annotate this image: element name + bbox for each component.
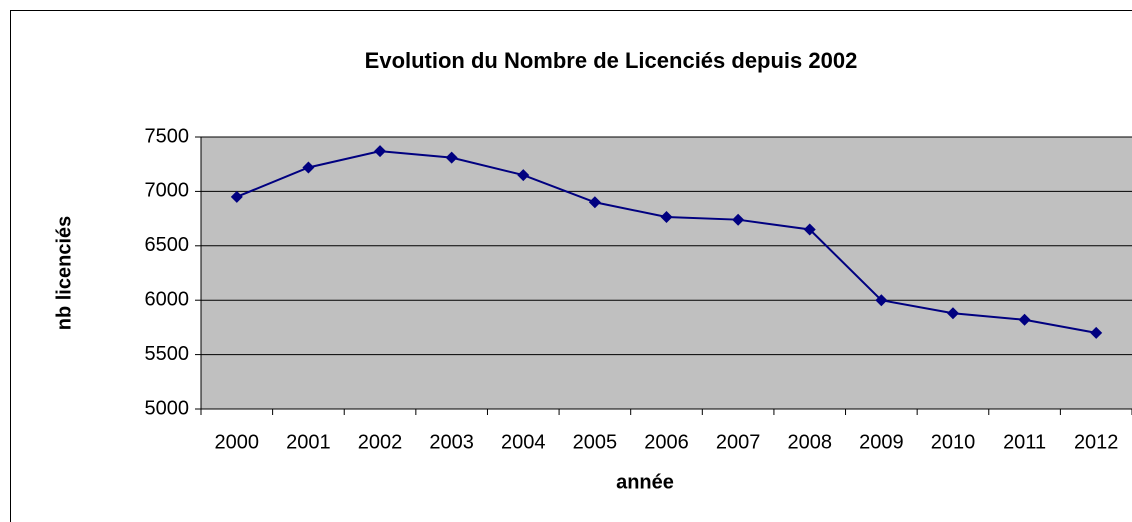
data-point <box>588 196 601 209</box>
x-tick-label: 2012 <box>1074 431 1119 453</box>
data-point <box>946 307 959 320</box>
data-point <box>732 213 745 226</box>
x-tick-label: 2009 <box>859 431 904 453</box>
data-point <box>875 294 888 307</box>
x-tick-label: 2000 <box>215 431 260 453</box>
x-tick-label: 2010 <box>931 431 976 453</box>
y-tick-label: 7000 <box>145 180 190 202</box>
x-axis-label: année <box>616 471 674 493</box>
y-tick-label: 5000 <box>145 397 190 419</box>
plot-area <box>200 136 1132 410</box>
x-tick-label: 2011 <box>1003 431 1046 453</box>
y-tick-label: 5500 <box>145 343 190 365</box>
data-point <box>660 210 673 223</box>
x-tick-label: 2007 <box>716 431 761 453</box>
x-tick-label: 2002 <box>358 431 403 453</box>
y-tick-label: 6500 <box>145 234 190 256</box>
data-point <box>374 145 387 158</box>
x-tick-label: 2003 <box>429 431 474 453</box>
x-tick-label: 2006 <box>644 431 689 453</box>
data-point <box>803 223 816 236</box>
data-point <box>517 169 530 182</box>
x-tick-label: 2008 <box>787 431 832 453</box>
x-tick-label: 2001 <box>286 431 331 453</box>
chart-title: Evolution du Nombre de Licenciés depuis … <box>365 48 858 73</box>
data-point <box>230 190 243 203</box>
y-axis-label: nb licenciés <box>53 216 75 331</box>
data-point <box>1090 326 1103 339</box>
x-tick-label: 2004 <box>501 431 546 453</box>
y-tick-label: 6000 <box>145 288 190 310</box>
data-point <box>302 161 315 174</box>
data-point <box>445 151 458 164</box>
data-point <box>1018 313 1031 326</box>
x-tick-label: 2005 <box>573 431 618 453</box>
y-tick-label: 7500 <box>145 125 190 147</box>
